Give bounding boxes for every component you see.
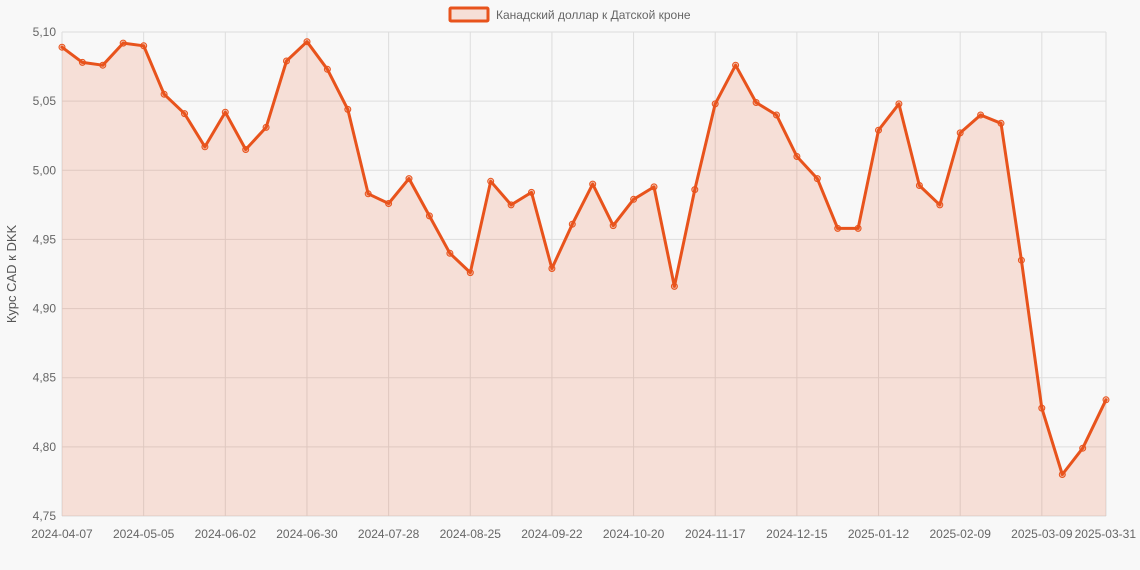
y-tick-label: 5,10 [33,25,57,39]
data-point[interactable] [915,182,923,189]
data-point[interactable] [752,99,760,106]
data-point[interactable] [1017,256,1025,264]
data-point[interactable] [99,61,107,69]
data-point[interactable] [528,188,535,196]
x-tick-label: 2024-05-05 [113,527,175,541]
x-tick-label: 2024-06-30 [276,527,338,541]
x-tick-label: 2025-01-12 [848,527,910,541]
data-point[interactable] [385,200,393,207]
data-point[interactable] [936,201,944,209]
data-point[interactable] [568,220,576,228]
data-point[interactable] [242,146,250,153]
data-point[interactable] [405,175,413,183]
x-tick-label: 2024-10-20 [603,527,665,541]
data-point[interactable] [323,65,331,73]
data-point[interactable] [78,58,86,66]
data-point[interactable] [813,175,821,183]
series-line-path [60,40,1108,476]
data-point[interactable] [1079,444,1087,452]
x-tick-label: 2024-09-22 [521,527,583,541]
data-point[interactable] [997,119,1005,127]
data-point[interactable] [364,190,372,198]
y-tick-label: 4,95 [33,232,57,246]
data-point[interactable] [895,100,903,108]
data-point[interactable] [487,177,495,185]
area-fill [62,41,1106,516]
data-point[interactable] [548,265,556,272]
data-point[interactable] [507,201,515,209]
data-point[interactable] [854,224,862,232]
series-area [62,41,1106,516]
data-point[interactable] [119,39,127,47]
legend[interactable]: Канадский доллар к Датской кроне [448,6,691,23]
x-tick-label: 2024-08-25 [440,527,502,541]
data-point[interactable] [630,195,638,203]
data-point[interactable] [160,90,168,98]
data-point[interactable] [283,57,290,65]
y-tick-label: 4,75 [33,509,57,523]
y-tick-label: 5,00 [33,163,57,177]
data-point[interactable] [1102,396,1110,404]
x-tick-label: 2024-11-17 [685,527,746,541]
data-point[interactable] [609,222,617,230]
legend-swatch[interactable] [448,6,490,23]
data-point[interactable] [650,183,658,191]
data-point[interactable] [466,269,474,277]
data-point[interactable] [670,282,678,290]
data-point[interactable] [140,42,148,50]
data-point[interactable] [793,153,801,160]
x-tick-label: 2025-03-09 [1011,527,1073,541]
x-tick-label: 2025-03-31 [1075,527,1137,541]
legend-label[interactable]: Канадский доллар к Датской кроне [496,8,691,22]
data-point[interactable] [221,108,229,116]
data-point[interactable] [344,105,352,113]
x-tick-label: 2024-12-15 [766,527,828,541]
data-point[interactable] [1038,404,1046,412]
y-tick-label: 4,90 [33,302,57,316]
data-point[interactable] [834,224,842,232]
data-point[interactable] [732,61,740,69]
data-point[interactable] [58,43,66,51]
data-point[interactable] [691,186,699,194]
data-point[interactable] [181,110,188,118]
x-tick-label: 2024-04-07 [31,527,93,541]
x-tick-label: 2024-06-02 [195,527,257,541]
x-axis-ticks: 2024-04-07 2024-05-05 2024-06-02 2024-06-30… [31,527,1136,541]
series-line [60,40,1108,476]
data-point[interactable] [956,129,964,137]
y-tick-label: 4,80 [33,440,57,454]
data-point[interactable] [711,100,719,108]
x-tick-label: 2024-07-28 [358,527,420,541]
data-point[interactable] [201,143,209,151]
data-point[interactable] [1058,471,1066,478]
series-points [58,38,1110,478]
data-point[interactable] [262,123,270,131]
x-tick-label: 2025-02-09 [929,527,991,541]
data-point[interactable] [446,249,454,257]
data-point[interactable] [875,126,882,134]
data-point[interactable] [589,180,597,188]
data-point[interactable] [425,212,433,220]
y-tick-label: 5,05 [33,94,57,108]
data-point[interactable] [303,38,311,46]
data-point[interactable] [977,111,985,119]
data-point[interactable] [773,111,780,119]
y-axis-ticks: 4,75 4,80 4,85 4,90 4,95 5,00 5,05 5,10 [33,25,57,523]
y-axis-title: Курс CAD к DKK [4,224,19,323]
y-tick-label: 4,85 [33,371,57,385]
